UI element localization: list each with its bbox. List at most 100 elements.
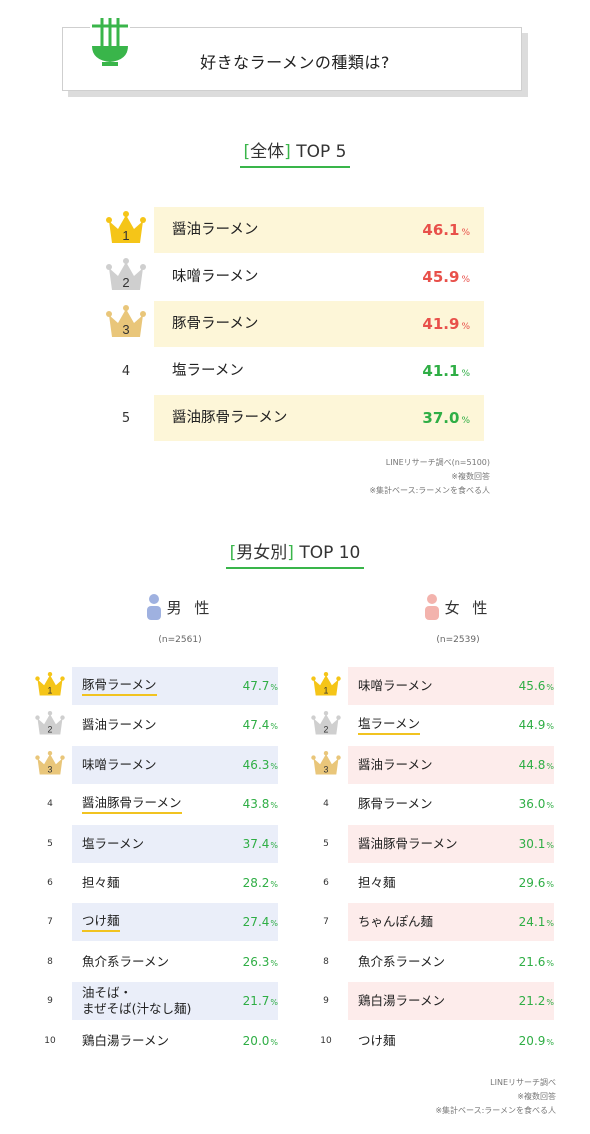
percent-unit: % (461, 275, 470, 285)
rank-number: 6 (47, 878, 53, 888)
row-background (348, 745, 554, 784)
row-highlight (154, 395, 484, 441)
bronze-crown-icon: 3 (35, 750, 65, 779)
percent-unit: % (546, 1037, 554, 1047)
percent-value: 47.7% (242, 679, 278, 693)
ramen-type-label: 担々麺 (82, 875, 120, 890)
rank-number: 9 (323, 996, 329, 1007)
rank-cell: 5 (308, 825, 344, 863)
percent-unit: % (546, 683, 554, 692)
percent-unit: % (270, 880, 278, 889)
female-row-10: 10 つけ麺 20.9% (308, 1022, 554, 1060)
percent-unit: % (270, 722, 278, 732)
percent-unit: % (546, 958, 554, 968)
male-row-4: 4 醤油豚骨ラーメン 43.8% (32, 785, 278, 823)
rank-cell: 5 (100, 395, 152, 441)
gold-crown-icon: 1 (311, 672, 341, 700)
svg-text:1: 1 (122, 228, 129, 243)
rank-number: 5 (47, 838, 53, 849)
percent-value: 29.6% (518, 876, 554, 890)
rank-cell: 4 (32, 785, 68, 823)
gender-note-source: LINEリサーチ調べ (490, 1078, 556, 1087)
svg-text:2: 2 (324, 725, 329, 735)
ramen-type-label: 豚骨ラーメン (358, 796, 433, 812)
female-row-3: 3 醤油ラーメン 44.8% (308, 745, 554, 784)
silver-crown-icon: 2 (311, 711, 341, 739)
ramen-type-label: 油そば・ まぜそば(汁なし麺) (82, 985, 192, 1017)
male-row-2: 2 醤油ラーメン 47.4% (32, 706, 278, 744)
percent-unit: % (270, 998, 278, 1008)
overall-note-source: LINEリサーチ調べ(n=5100) (385, 458, 490, 467)
percent-unit: % (546, 919, 554, 929)
rank-cell: 5 (32, 825, 68, 863)
male-row-8: 8 魚介系ラーメン 26.3% (32, 943, 278, 981)
svg-text:2: 2 (48, 725, 53, 735)
overall-title-suffix: TOP 5 (296, 142, 347, 162)
percent-unit: % (546, 801, 554, 811)
rank-cell: 9 (32, 982, 68, 1020)
overall-title-main: 全体 (250, 142, 285, 162)
percent-value: 20.9% (518, 1033, 554, 1048)
rank-number: 8 (47, 956, 53, 967)
percent-unit: % (461, 228, 470, 238)
female-row-7: 7 ちゃんぽん麺 24.1% (308, 903, 554, 942)
bronze-crown-icon: 3 (311, 750, 341, 779)
bronze-crown-icon: 3 (106, 305, 146, 343)
percent-unit: % (546, 998, 554, 1008)
ramen-type-label: 鶏白湯ラーメン (82, 1032, 170, 1048)
percent-value: 45.9% (422, 268, 470, 286)
ramen-type-label: つけ麺 (82, 903, 120, 941)
ramen-type-label: 醤油豚骨ラーメン (82, 785, 182, 823)
rank-cell: 9 (308, 982, 344, 1020)
svg-text:3: 3 (48, 764, 53, 774)
female-person-icon (424, 594, 439, 620)
ramen-type-label: 魚介系ラーメン (358, 953, 446, 969)
percent-value: 44.9% (518, 718, 554, 733)
rank-cell: 8 (308, 943, 344, 981)
row-background (72, 824, 278, 863)
male-label: 男 性 (166, 598, 214, 617)
ramen-type-label: 醤油豚骨ラーメン (172, 410, 288, 426)
rank-cell: 10 (308, 1022, 344, 1060)
row-background (72, 982, 278, 1021)
rank-cell: 1 (32, 667, 68, 705)
overall-section-title: [全体] TOP 5 (0, 137, 590, 168)
ramen-type-label: ちゃんぽん麺 (358, 914, 434, 930)
ramen-type-label: 魚介系ラーメン (82, 953, 170, 969)
male-row-6: 6 担々麺 28.2% (32, 864, 278, 902)
silver-crown-icon: 2 (35, 711, 65, 739)
rank-number: 6 (323, 878, 329, 888)
percent-unit: % (546, 761, 554, 771)
percent-value: 41.9% (422, 315, 470, 333)
male-header: 男 性 (100, 594, 260, 624)
percent-unit: % (461, 322, 470, 332)
percent-unit: % (270, 919, 278, 929)
row-background (348, 982, 554, 1021)
gender-note-multiple: ※複数回答 (517, 1092, 556, 1101)
rank-cell: 7 (32, 903, 68, 941)
header-box (62, 27, 522, 91)
rank-cell: 3 (308, 746, 344, 784)
female-row-2: 2 塩ラーメン 44.9% (308, 706, 554, 744)
silver-crown-icon: 2 (106, 258, 146, 296)
male-person-icon (146, 594, 161, 620)
rank-number: 10 (44, 1035, 56, 1046)
ramen-type-label: 塩ラーメン (172, 363, 244, 379)
percent-value: 37.0% (422, 409, 470, 427)
percent-unit: % (270, 683, 278, 692)
bracket-right: ] (284, 142, 291, 162)
male-row-3: 3 味噌ラーメン 46.3% (32, 745, 278, 784)
percent-value: 27.4% (242, 915, 278, 930)
svg-text:1: 1 (324, 685, 329, 695)
rank-cell: 1 (308, 667, 344, 705)
bracket-left: [ (229, 543, 237, 563)
male-row-10: 10 鶏白湯ラーメン 20.0% (32, 1022, 278, 1060)
ramen-type-label: 醤油ラーメン (358, 756, 433, 772)
rank-number: 4 (121, 363, 131, 379)
female-row-4: 4 豚骨ラーメン 36.0% (308, 785, 554, 823)
percent-value: 47.4% (242, 718, 278, 733)
svg-text:3: 3 (324, 764, 329, 774)
rank-number: 8 (323, 956, 329, 967)
gender-title-main: 男女別 (236, 543, 288, 563)
percent-value: 43.8% (242, 797, 278, 812)
